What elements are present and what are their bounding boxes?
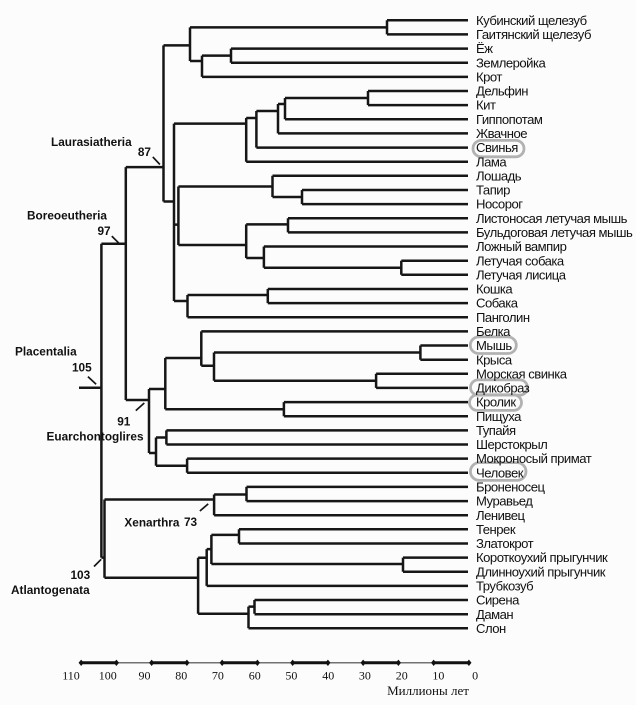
svg-text:Гаитянский щелезуб: Гаитянский щелезуб [476,27,591,42]
svg-text:Дельфин: Дельфин [476,84,528,99]
svg-text:Трубкозуб: Трубкозуб [476,579,533,594]
svg-text:Слон: Слон [476,621,506,636]
svg-text:Летучая собака: Летучая собака [476,253,565,268]
svg-text:Boreoeutheria: Boreoeutheria [27,208,107,222]
svg-text:Гиппопотам: Гиппопотам [476,112,543,127]
svg-text:Laurasiatheria: Laurasiatheria [51,135,132,149]
svg-text:Тапир: Тапир [476,183,510,198]
svg-text:Крот: Крот [476,70,502,85]
svg-text:0: 0 [472,669,478,683]
svg-text:Лама: Лама [476,154,507,169]
svg-text:Миллионы лет: Миллионы лет [387,683,469,698]
svg-text:Atlantogenata: Atlantogenata [11,583,90,597]
svg-text:Летучая лисица: Летучая лисица [476,267,567,282]
svg-text:Euarchontoglires: Euarchontoglires [47,429,144,443]
svg-text:103: 103 [70,568,90,582]
svg-text:Златокрот: Златокрот [476,536,534,551]
svg-text:Шерстокрыл: Шерстокрыл [476,437,547,452]
svg-text:Placentalia: Placentalia [15,344,77,358]
svg-text:Даман: Даман [476,607,513,622]
svg-text:Сирена: Сирена [476,593,520,608]
svg-text:Xenarthra: Xenarthra [124,515,180,529]
svg-text:87: 87 [138,145,152,159]
svg-text:Ёж: Ёж [476,41,493,56]
svg-text:100: 100 [99,669,117,683]
svg-text:Ленивец: Ленивец [476,508,526,523]
svg-text:110: 110 [62,669,80,683]
svg-text:Мокроносый примат: Мокроносый примат [476,451,592,466]
svg-text:80: 80 [175,669,187,683]
svg-text:91: 91 [117,414,131,428]
svg-text:Белка: Белка [476,324,511,339]
svg-text:Панголин: Панголин [476,310,530,325]
svg-text:Длинноухий прыгунчик: Длинноухий прыгунчик [476,564,606,579]
svg-text:Собака: Собака [476,296,519,311]
svg-text:Мышь: Мышь [476,338,512,353]
svg-text:73: 73 [184,515,198,529]
svg-text:Короткоухий прыгунчик: Короткоухий прыгунчик [476,550,608,565]
svg-text:30: 30 [359,669,371,683]
svg-text:Кошка: Кошка [476,282,513,297]
svg-text:Кит: Кит [476,98,496,113]
svg-text:Свинья: Свинья [476,140,518,155]
svg-text:40: 40 [322,669,334,683]
svg-text:97: 97 [97,224,111,238]
svg-text:Муравьед: Муравьед [476,494,533,509]
svg-text:105: 105 [72,361,92,375]
svg-text:Кубинский щелезуб: Кубинский щелезуб [476,13,587,28]
svg-text:10: 10 [432,669,444,683]
svg-text:70: 70 [212,669,224,683]
svg-text:Дикобраз: Дикобраз [476,381,530,396]
svg-text:Ложный вампир: Ложный вампир [476,239,567,254]
svg-text:Землеройка: Землеройка [476,55,547,70]
svg-text:60: 60 [249,669,261,683]
svg-text:Носорог: Носорог [476,197,523,212]
svg-text:Жвачное: Жвачное [476,126,527,141]
svg-text:Крыса: Крыса [476,352,513,367]
svg-text:90: 90 [139,669,151,683]
svg-text:Пищуха: Пищуха [476,409,522,424]
svg-text:Броненосец: Броненосец [476,480,546,495]
svg-text:Бульдоговая летучая мышь: Бульдоговая летучая мышь [476,225,633,240]
svg-text:Морская свинка: Морская свинка [476,366,568,381]
svg-text:Тенрек: Тенрек [476,522,516,537]
svg-text:20: 20 [396,669,408,683]
svg-text:Лошадь: Лошадь [476,168,522,183]
svg-text:Тупайя: Тупайя [476,423,516,438]
svg-text:Человек: Человек [476,465,524,480]
svg-text:Листоносая летучая мышь: Листоносая летучая мышь [476,211,628,226]
svg-text:Кролик: Кролик [476,395,516,410]
svg-text:50: 50 [285,669,297,683]
